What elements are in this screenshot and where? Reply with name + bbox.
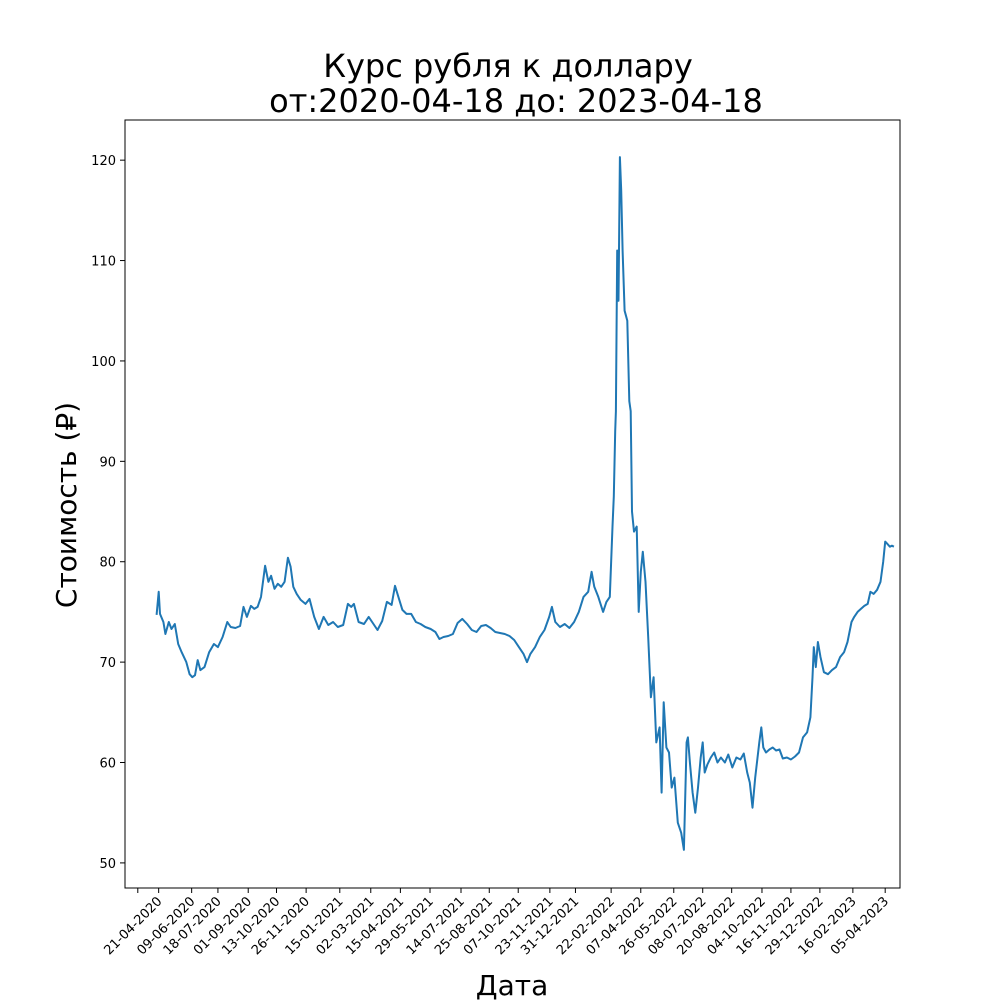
y-tick-label: 110	[91, 255, 116, 270]
y-tick-label: 70	[99, 656, 116, 671]
y-axis-ticks: 50 60 70 80 90 100 110 120	[91, 154, 125, 872]
y-tick-label: 120	[91, 154, 116, 169]
y-tick-label: 90	[99, 455, 116, 470]
x-axis-label: Дата	[476, 969, 549, 1000]
chart-title-line1: Курс рубля к доллару	[323, 47, 693, 85]
x-axis-ticks: 21-04-202009-06-202018-07-202001-09-2020…	[101, 888, 892, 958]
y-tick-label: 80	[99, 556, 116, 571]
y-axis-label: Стоимость (₽)	[50, 402, 83, 608]
plot-area-frame	[124, 119, 901, 889]
chart-title-line2: от:2020-04-18 до: 2023-04-18	[269, 82, 763, 120]
y-tick-label: 100	[91, 355, 116, 370]
y-tick-label: 50	[99, 857, 116, 872]
y-tick-label: 60	[99, 757, 116, 772]
series-group	[155, 156, 895, 851]
series-line	[155, 156, 895, 851]
